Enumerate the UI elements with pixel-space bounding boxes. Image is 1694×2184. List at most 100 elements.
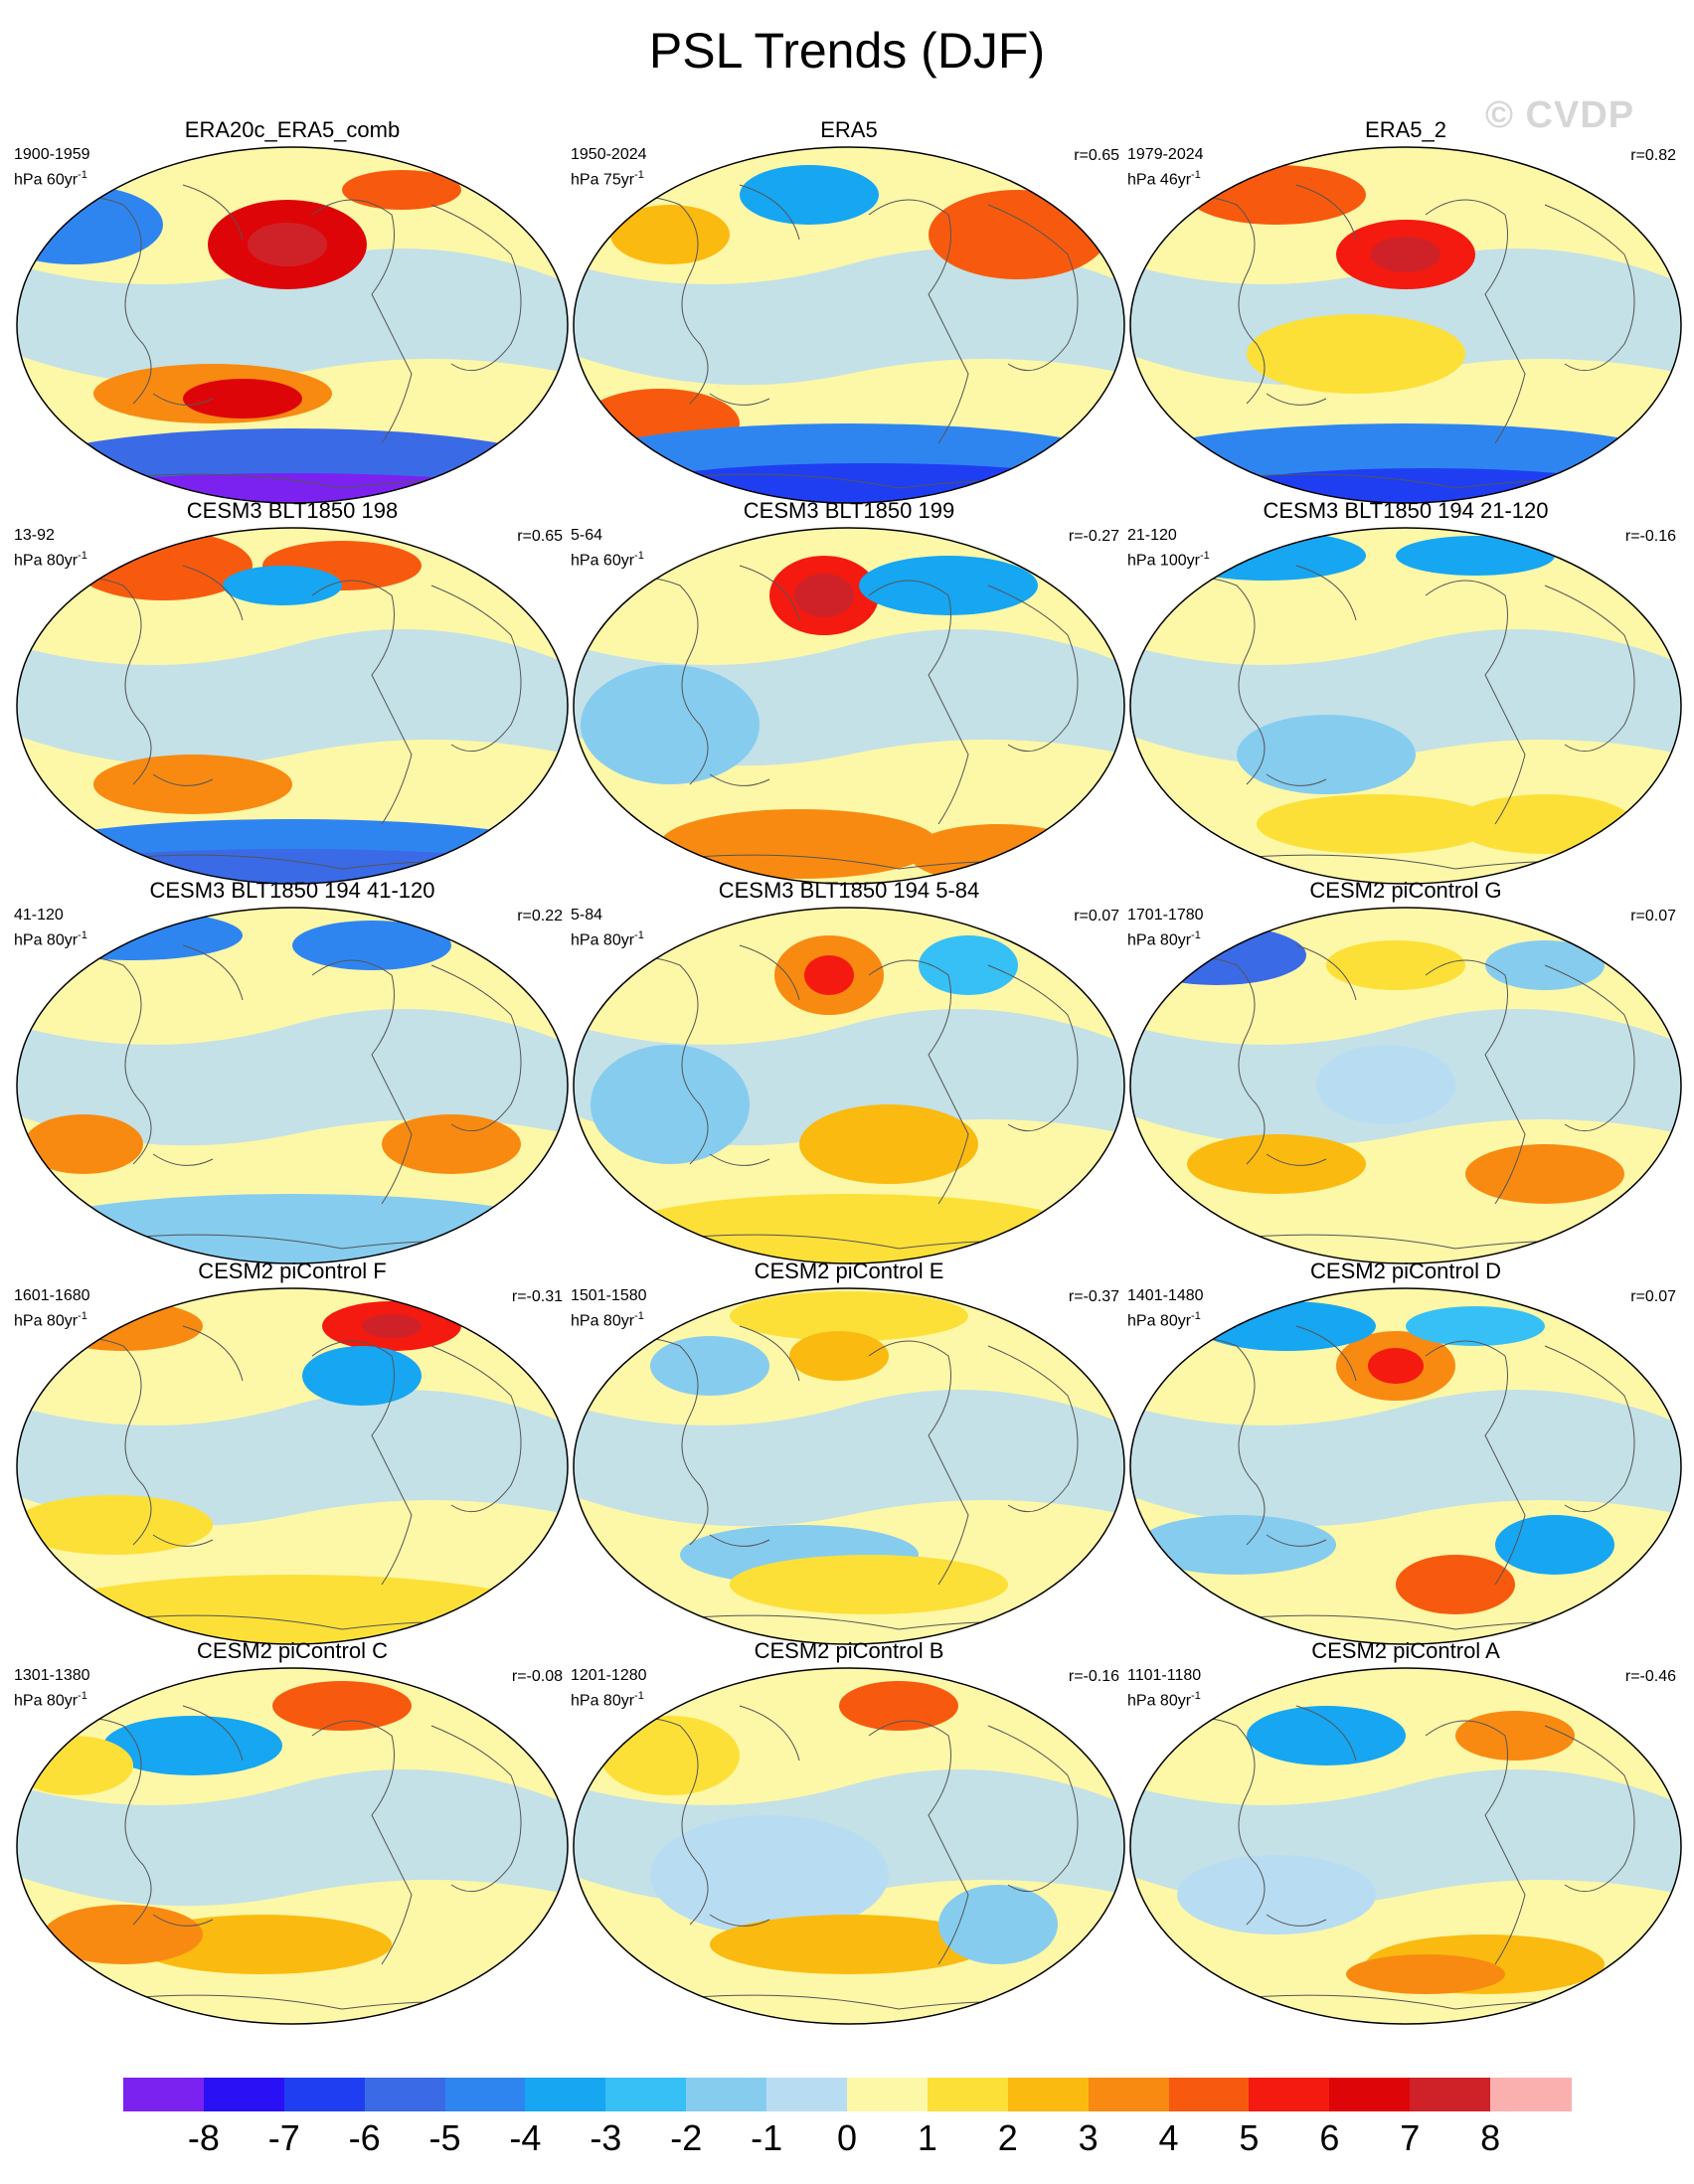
map-panel: ERA20c_ERA5_comb 1900-1959 hPa 60yr-1 [14, 117, 571, 505]
panel-title: ERA5 [820, 117, 878, 142]
pattern-correlation: r=-0.16 [1068, 1668, 1119, 1685]
unit-exponent: -1 [78, 1690, 87, 1702]
unit-label: hPa 80yr [571, 1312, 635, 1330]
trend-contour [600, 1716, 740, 1795]
unit-exponent: -1 [634, 169, 644, 181]
panel-title: CESM2 piControl D [1310, 1259, 1501, 1283]
trend-contour [804, 955, 854, 995]
robinson-map [1129, 1667, 1682, 2025]
trend-contour [1406, 1306, 1545, 1346]
trend-contour [1396, 1555, 1515, 1614]
colorbar-tick-label: -8 [187, 2117, 220, 2158]
negative-anomaly-region [17, 1769, 568, 1907]
colorbar-swatch [123, 2078, 205, 2111]
panel-period: 1401-1480 [1127, 1287, 1204, 1304]
colorbar-swatch [1490, 2078, 1572, 2111]
panel-title: CESM3 BLT1850 194 41-120 [149, 878, 435, 903]
trend-contour [342, 170, 461, 210]
robinson-map [1129, 527, 1682, 885]
robinson-map [573, 527, 1125, 885]
unit-exponent: -1 [78, 169, 87, 181]
panel-period: 1101-1180 [1127, 1667, 1202, 1684]
trend-contour [1368, 1348, 1424, 1384]
coastline [590, 565, 1089, 870]
trend-contour [730, 1555, 1008, 1614]
unit-label: hPa 46yr [1127, 171, 1192, 189]
map-border [1129, 527, 1682, 885]
pattern-correlation: r=0.82 [1630, 147, 1676, 164]
panel-units: hPa 60yr-1 [571, 546, 644, 571]
colorbar-swatch [605, 2078, 687, 2111]
unit-exponent: -1 [1191, 169, 1201, 181]
robinson-map [573, 1287, 1125, 1645]
colorbar-swatch [525, 2078, 606, 2111]
colorbar-swatch [1249, 2078, 1330, 2111]
trend-contour [1371, 237, 1440, 272]
trend-contour [382, 1114, 521, 1174]
panel-title: CESM2 piControl C [197, 1638, 388, 1663]
panel-period: 13-92 [14, 527, 55, 544]
panel-units: hPa 80yr-1 [571, 1686, 644, 1711]
trend-contour [859, 556, 1038, 615]
trend-contour [660, 809, 938, 879]
colorbar-swatch [1007, 2078, 1090, 2111]
colorbar-tick-label: -5 [428, 2117, 461, 2158]
colorbar-tick-label: -2 [670, 2117, 703, 2158]
coastline [1146, 1325, 1645, 1630]
coastline [1146, 565, 1645, 870]
colorbar-swatch [364, 2078, 446, 2111]
trend-contour [93, 755, 292, 814]
trend-contour [938, 1885, 1058, 1964]
trend-contour [362, 1314, 422, 1338]
unit-label: hPa 80yr [571, 931, 635, 949]
trend-contour [272, 1681, 412, 1731]
trend-contour [1346, 1954, 1505, 1994]
trend-contour [103, 1716, 282, 1775]
unit-label: hPa 80yr [14, 552, 79, 570]
colorbar-tick-label: -3 [590, 2117, 622, 2158]
trend-contour [794, 574, 854, 617]
trend-contour [730, 1291, 968, 1341]
trend-contour [1187, 1134, 1366, 1194]
robinson-map [573, 146, 1125, 504]
panel-period: 21-120 [1127, 527, 1177, 544]
coastline [590, 1705, 1089, 2010]
negative-anomaly-region [17, 629, 568, 766]
map-panel: CESM2 piControl B 1201-1280 hPa 80yr-1 r=-0… [571, 1638, 1127, 2026]
map-panel: CESM3 BLT1850 194 41-120 41-120 hPa 80yr-1… [14, 878, 571, 1265]
coastline [33, 1705, 532, 2010]
map-panel: ERA5 1950-2024 hPa 75yr-1 r=0.65 [571, 117, 1127, 505]
map-border [573, 907, 1125, 1264]
coastline [590, 1325, 1089, 1630]
trend-contour [1455, 1711, 1575, 1761]
panel-units: hPa 60yr-1 [14, 165, 87, 190]
pattern-correlation: r=-0.16 [1624, 528, 1676, 545]
unit-label: hPa 80yr [1127, 1312, 1192, 1330]
colorbar-tick-label: 1 [917, 2117, 937, 2158]
pattern-correlation: r=0.65 [517, 528, 563, 545]
negative-anomaly-region [1130, 1390, 1681, 1527]
colorbar-swatch [766, 2078, 848, 2111]
unit-exponent: -1 [78, 929, 87, 941]
panel-units: hPa 80yr-1 [571, 1306, 644, 1331]
robinson-map [1129, 1287, 1682, 1645]
colorbar-swatch [1329, 2078, 1411, 2111]
trend-contour [740, 165, 879, 225]
trend-contour [650, 1336, 769, 1396]
unit-label: hPa 75yr [571, 171, 635, 189]
robinson-map [1129, 907, 1682, 1264]
colorbar-tick-label: 5 [1239, 2117, 1260, 2158]
panel-period: 5-84 [571, 907, 603, 924]
trend-contour [1167, 531, 1366, 581]
negative-anomaly-region [574, 249, 1124, 386]
panel-title: ERA20c_ERA5_comb [184, 117, 401, 142]
colorbar-tick-label: -6 [348, 2117, 381, 2158]
panel-period: 1900-1959 [14, 146, 90, 163]
coastline [33, 944, 532, 1250]
trend-contour [1257, 794, 1495, 854]
pattern-correlation: r=0.07 [1630, 908, 1676, 924]
trend-contour [1495, 1515, 1614, 1575]
colorbar-swatch [283, 2078, 366, 2111]
map-border [1129, 907, 1682, 1264]
unit-exponent: -1 [1191, 1310, 1201, 1322]
